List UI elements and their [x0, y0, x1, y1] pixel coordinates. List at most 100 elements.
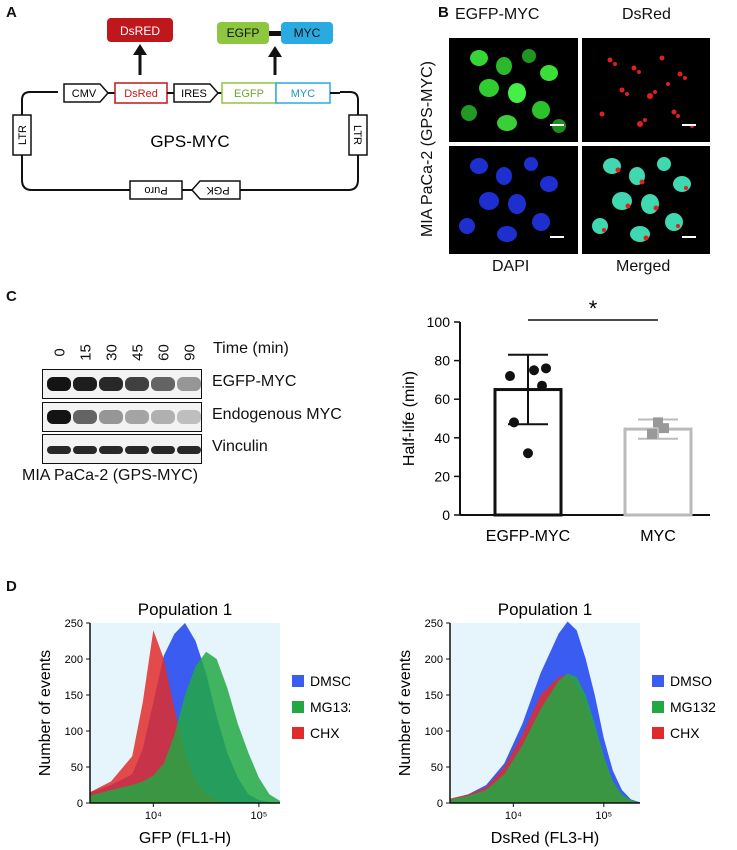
y-axis-label: Number of events — [37, 650, 54, 776]
micrograph-dapi-label: DAPI — [492, 258, 530, 275]
y-tick-label: 150 — [65, 690, 83, 702]
scale-bar — [682, 124, 696, 126]
data-point — [505, 371, 515, 382]
western-band — [177, 446, 201, 454]
scale-bar — [550, 124, 564, 126]
y-tick-label: 100 — [427, 314, 451, 330]
western-time-0: 0 — [52, 348, 69, 356]
legend-label: CHX — [310, 725, 340, 741]
western-time-90: 90 — [182, 344, 199, 361]
western-row-1 — [42, 402, 202, 432]
western-band — [177, 410, 201, 424]
western-row-2 — [42, 434, 202, 464]
histogram-title: Population 1 — [138, 600, 233, 619]
micrograph-side-label: MIA PaCa-2 (GPS-MYC) — [419, 60, 436, 238]
y-tick-label: 50 — [431, 762, 443, 774]
western-band — [99, 410, 123, 424]
western-band — [73, 446, 97, 454]
western-band — [151, 446, 175, 454]
western-time-60: 60 — [156, 344, 173, 361]
western-band — [125, 446, 149, 454]
western-band — [47, 410, 71, 424]
myc-product-box — [281, 22, 333, 44]
myc-gene-label: MYC — [291, 88, 316, 100]
western-band — [73, 410, 97, 424]
data-point — [659, 423, 669, 434]
construct-title: GPS-MYC — [150, 132, 229, 151]
data-point — [537, 380, 547, 391]
y-tick-label: 100 — [425, 726, 443, 738]
significance-star: * — [589, 300, 598, 321]
flow-histogram-dsred: Population 1 0 50 100 150 200 250 10⁴ 10⁵ DsRed (… — [397, 600, 716, 847]
western-band — [151, 410, 175, 424]
y-tick-label: 80 — [434, 353, 450, 369]
dsred-gene-label: DsRed — [124, 88, 158, 100]
western-row-label: Endogenous MYC — [212, 406, 342, 423]
panel-label-a: A — [6, 4, 17, 21]
legend-swatch — [652, 727, 664, 739]
panel-label-d: D — [6, 578, 17, 595]
western-time-axis-label: Time (min) — [213, 340, 289, 357]
myc-product-label: MYC — [294, 26, 321, 40]
legend-label: MG132 — [310, 699, 350, 715]
ltr-right-box — [348, 114, 368, 156]
legend-swatch — [652, 675, 664, 687]
y-tick-label: 250 — [425, 618, 443, 630]
western-time-text: 30 — [103, 344, 121, 361]
data-point — [541, 363, 551, 374]
gps-myc-construct-diagram: DsRED EGFP MYC CMV DsRed IRES EGFP MYC L… — [12, 18, 368, 200]
puro-gene-box — [129, 180, 183, 200]
puro-label: Puro — [144, 184, 167, 196]
western-caption: MIA PaCa-2 (GPS-MYC) — [22, 467, 199, 484]
western-time-text: 0 — [51, 348, 69, 357]
y-tick-label: 0 — [437, 798, 443, 810]
y-tick-label: 60 — [434, 391, 450, 407]
y-tick-label: 100 — [65, 726, 83, 738]
legend-swatch — [292, 727, 304, 739]
egfp-gene-label: EGFP — [234, 88, 264, 100]
y-tick-label: 0 — [77, 798, 83, 810]
western-time-text: 90 — [181, 344, 199, 361]
plasmid-backbone — [21, 91, 359, 191]
egfp-product-label: EGFP — [227, 26, 260, 40]
western-band — [47, 377, 71, 391]
panel-label-c: C — [6, 288, 17, 305]
y-tick-label: 20 — [434, 468, 450, 484]
western-time-text: 15 — [77, 344, 95, 361]
western-row-label: EGFP-MYC — [212, 373, 297, 390]
legend-label: MG132 — [670, 699, 716, 715]
western-time-15: 15 — [78, 344, 95, 361]
micrograph-dapi — [449, 146, 578, 254]
ires-label: IRES — [181, 88, 207, 100]
micrograph-egfp-myc — [449, 38, 578, 142]
legend-label: CHX — [670, 725, 700, 741]
micrograph-merged — [582, 146, 710, 254]
x-axis-label: GFP (FL1-H) — [139, 830, 231, 847]
western-band — [73, 377, 97, 391]
micrograph-dsred — [582, 38, 710, 142]
micrograph-side-label-anchor: MIA PaCa-2 (GPS-MYC) — [419, 61, 436, 237]
egfp-product-box — [217, 22, 269, 44]
data-point — [653, 417, 663, 428]
category-label: MYC — [640, 528, 676, 545]
histogram-mg132 — [90, 651, 280, 803]
western-row-label: Vinculin — [212, 438, 268, 455]
ltr-left-label: LTR — [17, 125, 29, 145]
scale-bar — [550, 236, 564, 238]
y-axis-label: Half-life (min) — [401, 371, 418, 466]
dsred-product-label: DsRED — [120, 24, 160, 38]
flow-histogram-gfp: Population 1 0 50 100 150 200 250 10⁴ 10⁵ GFP (FL… — [37, 600, 350, 847]
x-tick-label: 10⁵ — [595, 810, 612, 822]
y-tick-label: 200 — [425, 654, 443, 666]
western-band — [177, 377, 201, 391]
pgk-promoter — [190, 180, 241, 200]
histogram-mg132 — [450, 673, 640, 803]
western-band — [125, 377, 149, 391]
western-band — [99, 377, 123, 391]
western-band — [47, 446, 71, 454]
x-tick-label: 10⁵ — [250, 810, 267, 822]
fusion-linker — [269, 31, 281, 36]
legend-swatch — [652, 701, 664, 713]
data-point — [509, 417, 519, 428]
x-axis-label: DsRed (FL3-H) — [491, 830, 599, 847]
